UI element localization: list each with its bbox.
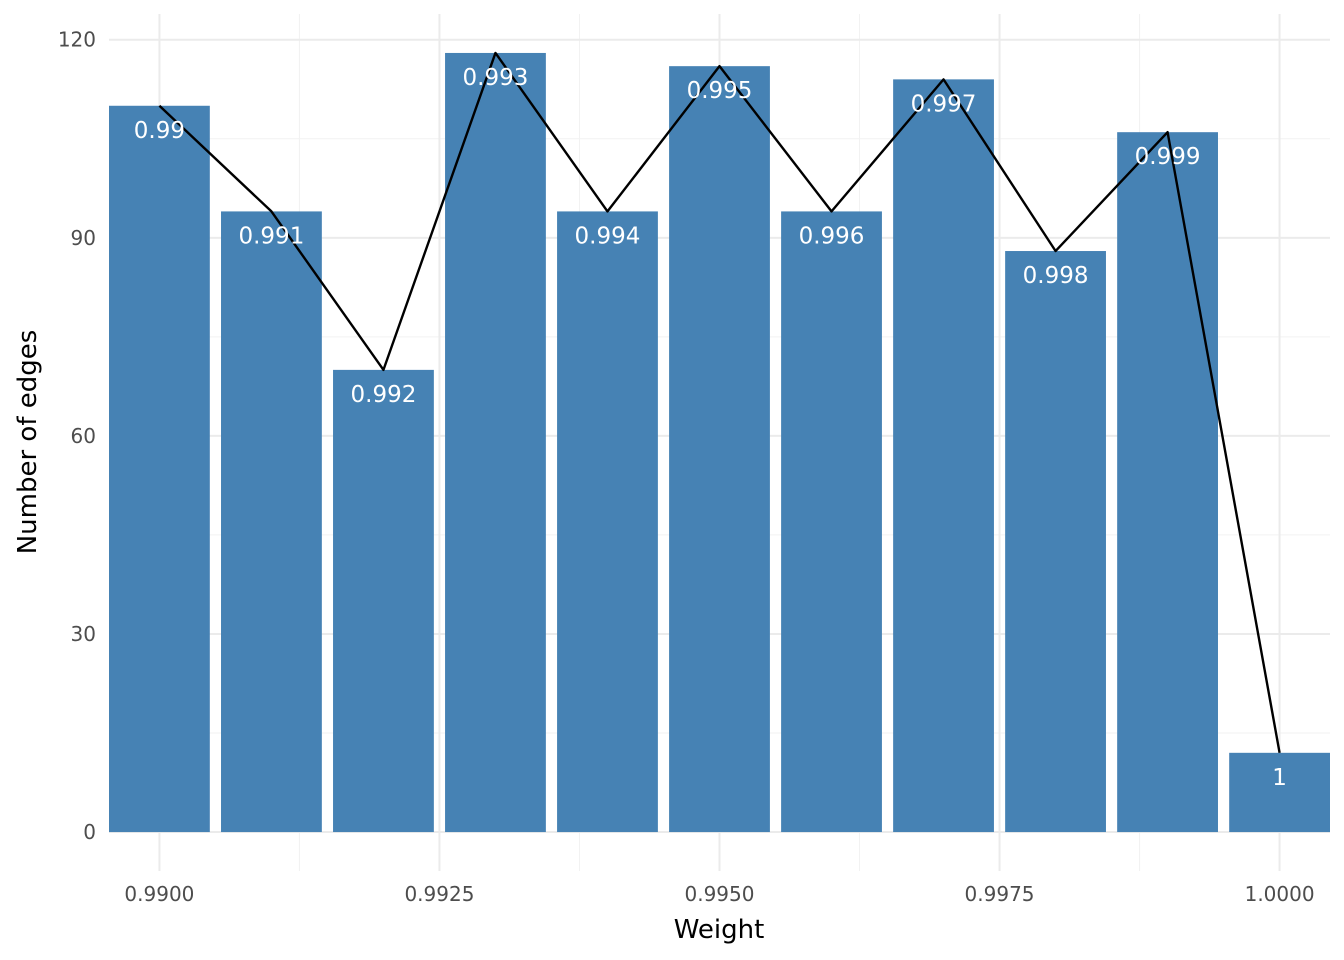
x-tick-label: 0.9950 [685, 882, 755, 906]
line-path [158, 51, 1281, 754]
bar [893, 79, 994, 833]
bar-label: 0.993 [463, 65, 529, 91]
bar-label: 0.99 [134, 118, 185, 144]
bar [557, 211, 658, 833]
bar-label: 0.992 [351, 382, 417, 408]
x-axis-ticks: 0.9900 0.9925 0.9950 0.9975 1.0000 [124, 882, 1314, 906]
bar-label: 0.995 [687, 78, 753, 104]
bar [781, 211, 882, 833]
y-axis-title: Number of edges [13, 330, 43, 555]
x-tick-label: 1.0000 [1245, 882, 1315, 906]
bar [1005, 251, 1106, 833]
bars [109, 52, 1330, 833]
bar-label: 1 [1272, 765, 1287, 791]
bar [333, 369, 434, 833]
bar [669, 66, 770, 833]
bar-label: 0.991 [238, 223, 304, 249]
bar-label: 0.994 [575, 223, 641, 249]
bar-label: 0.998 [1023, 263, 1089, 289]
bar [221, 211, 322, 833]
line-series [158, 51, 1281, 754]
y-tick-label: 60 [71, 424, 96, 448]
x-tick-label: 0.9900 [124, 882, 194, 906]
bar-label: 0.999 [1135, 144, 1201, 170]
bar-label: 0.996 [799, 223, 865, 249]
bar [109, 105, 210, 833]
y-axis-ticks: 0 30 60 90 120 [58, 28, 96, 844]
x-tick-label: 0.9925 [404, 882, 474, 906]
y-tick-label: 30 [71, 622, 96, 646]
bar [1229, 752, 1330, 833]
y-tick-label: 120 [58, 28, 96, 52]
y-tick-label: 90 [71, 226, 96, 250]
bar-label: 0.997 [911, 91, 977, 117]
bar [1117, 132, 1218, 833]
x-axis-title: Weight [674, 915, 765, 945]
y-tick-label: 0 [83, 820, 96, 844]
bar-labels: 0.99 0.991 0.992 0.993 0.994 0.995 0.996 0.997 0… [134, 65, 1287, 791]
bar [445, 52, 546, 833]
x-tick-label: 0.9975 [965, 882, 1035, 906]
